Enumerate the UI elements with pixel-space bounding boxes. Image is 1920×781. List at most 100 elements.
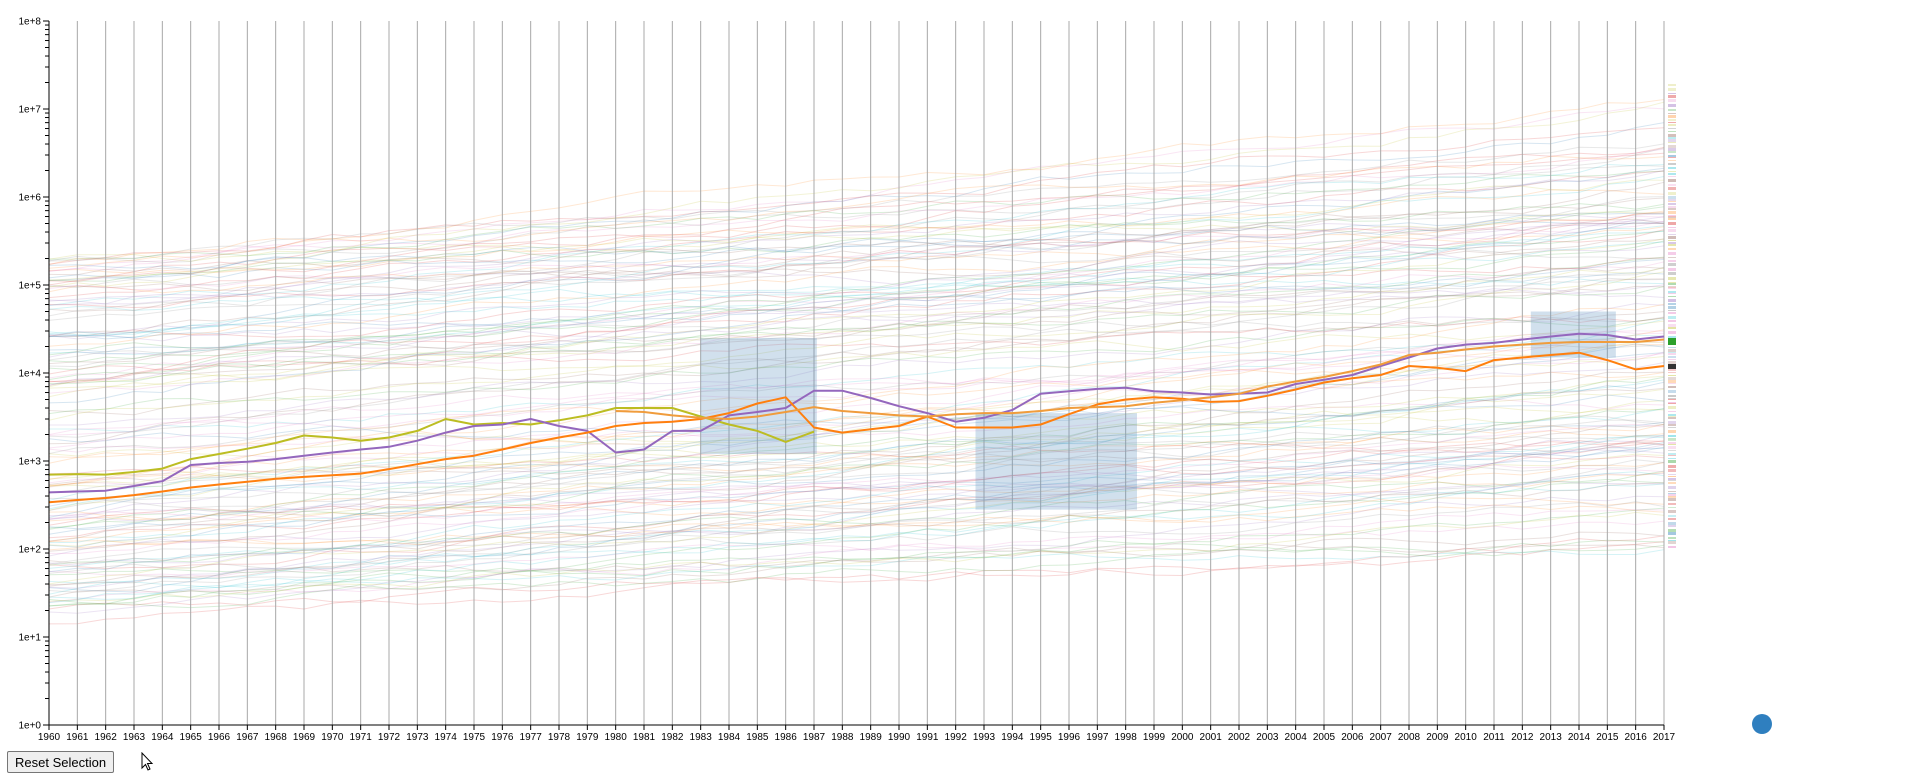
color-strip-mark — [1668, 128, 1676, 129]
x-tick-label: 1971 — [350, 732, 373, 743]
background-series-line — [48, 196, 1665, 317]
color-strip-mark — [1668, 324, 1676, 327]
background-series-line — [48, 462, 1665, 542]
color-strip-mark — [1668, 244, 1676, 246]
color-strip-mark — [1668, 427, 1676, 428]
color-strip-mark — [1668, 211, 1676, 214]
color-strip-mark — [1668, 139, 1676, 142]
background-series-line — [48, 408, 1665, 480]
color-strip-mark — [1668, 320, 1676, 322]
background-series-line — [48, 278, 1665, 445]
reset-selection-button[interactable]: Reset Selection — [7, 751, 115, 773]
color-strip-mark — [1668, 455, 1676, 456]
color-strip-mark — [1668, 421, 1676, 424]
color-strip-mark — [1668, 480, 1676, 481]
background-series-line — [48, 155, 1665, 269]
x-tick-label: 2014 — [1568, 732, 1591, 743]
background-series-line — [48, 181, 1665, 337]
background-series-line — [48, 271, 1665, 353]
x-tick-label: 1972 — [378, 732, 401, 743]
color-strip-mark — [1668, 518, 1676, 520]
color-strip-mark — [1668, 157, 1676, 158]
color-strip-mark — [1668, 403, 1676, 404]
color-strip-mark — [1668, 386, 1676, 388]
background-series-line — [48, 435, 1665, 501]
y-tick-label: 1e+4 — [18, 369, 41, 380]
brush-selection-rect[interactable] — [975, 413, 1138, 510]
color-strip-mark — [1668, 109, 1676, 111]
background-series-line — [48, 387, 1665, 552]
x-tick-label: 1977 — [520, 732, 543, 743]
color-strip-mark — [1668, 160, 1676, 161]
highlighted-series-line-series-orange — [48, 351, 1665, 504]
y-tick-label: 1e+0 — [18, 721, 41, 732]
x-tick-label: 2015 — [1596, 732, 1619, 743]
background-series-line — [48, 362, 1665, 519]
color-strip-mark — [1668, 312, 1676, 314]
background-series-line — [48, 311, 1665, 416]
color-strip-mark — [1668, 486, 1676, 489]
color-strip-mark — [1668, 402, 1676, 403]
x-tick-label: 1989 — [860, 732, 883, 743]
background-series-line — [48, 189, 1665, 274]
background-series-line — [48, 471, 1665, 595]
color-strip-mark — [1668, 218, 1676, 220]
color-strip-mark — [1668, 460, 1676, 463]
background-series-line — [48, 256, 1665, 384]
color-strip-mark — [1668, 406, 1676, 407]
background-series-line — [48, 225, 1665, 355]
background-series-line — [48, 544, 1665, 609]
x-tick-label: 2013 — [1540, 732, 1563, 743]
x-tick-label: 1988 — [831, 732, 854, 743]
background-series-line — [48, 482, 1665, 564]
color-strip-mark — [1668, 145, 1676, 148]
brush-selection-rect[interactable] — [700, 337, 817, 455]
x-tick-label: 1986 — [775, 732, 798, 743]
x-tick-label: 1998 — [1115, 732, 1138, 743]
background-series-line — [48, 356, 1665, 488]
x-tick-label: 1987 — [803, 732, 826, 743]
x-tick-label: 1968 — [265, 732, 288, 743]
background-series-line — [48, 245, 1665, 305]
background-series-line — [48, 101, 1665, 281]
background-series-line — [48, 210, 1665, 347]
background-series-line — [48, 464, 1665, 522]
background-series-line — [48, 211, 1664, 262]
x-tick-label: 2001 — [1200, 732, 1223, 743]
color-strip-mark — [1668, 187, 1676, 190]
background-series-line — [48, 206, 1665, 363]
background-series-line — [48, 152, 1665, 286]
background-series-line — [48, 212, 1665, 279]
x-tick-label: 2010 — [1455, 732, 1478, 743]
drag-handle-dot[interactable] — [1752, 714, 1772, 734]
color-strip-mark — [1668, 453, 1676, 455]
background-series-line — [48, 400, 1665, 487]
background-series-line — [48, 241, 1665, 336]
color-strip-mark — [1668, 435, 1676, 437]
color-strip-mark — [1668, 507, 1676, 508]
background-series-line — [48, 277, 1665, 438]
background-series-line — [48, 455, 1665, 526]
background-series-line — [48, 388, 1665, 457]
color-strip-highlight — [1668, 338, 1676, 345]
color-strip-mark — [1668, 347, 1676, 348]
color-strip-mark — [1668, 303, 1676, 305]
series-color-strip — [1668, 84, 1676, 548]
y-tick-label: 1e+3 — [18, 457, 41, 468]
background-series-line — [48, 497, 1665, 551]
background-series-line — [48, 316, 1665, 375]
x-tick-label: 1969 — [293, 732, 316, 743]
x-tick-label: 1975 — [463, 732, 486, 743]
background-series-line — [48, 421, 1665, 548]
x-tick-label: 1994 — [1001, 732, 1024, 743]
x-tick-label: 2009 — [1426, 732, 1449, 743]
color-strip-mark — [1668, 299, 1676, 302]
background-series-line — [48, 127, 1665, 265]
color-strip-mark — [1668, 493, 1676, 494]
background-series-line — [48, 444, 1665, 557]
background-series-line — [48, 219, 1665, 337]
color-strip-mark — [1668, 104, 1676, 107]
background-series-line — [48, 472, 1665, 522]
color-strip-mark — [1668, 458, 1676, 459]
color-strip-mark — [1668, 361, 1676, 364]
